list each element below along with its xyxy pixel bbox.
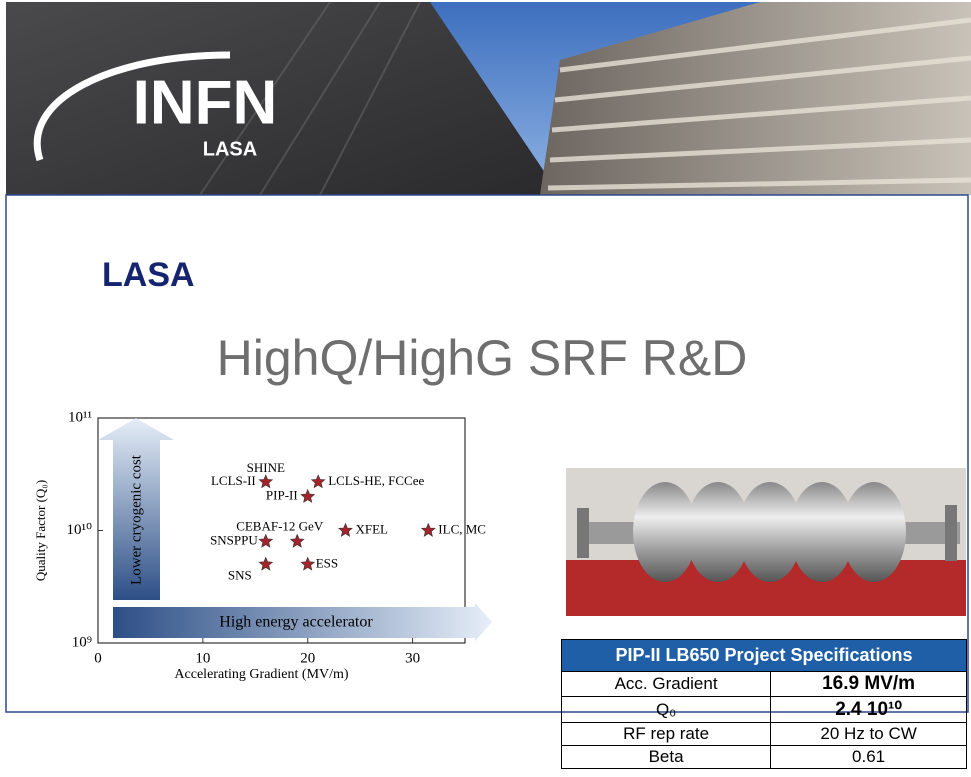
point bbox=[422, 524, 435, 537]
table-cell: 20 Hz to CW bbox=[771, 723, 967, 746]
point-label: SNSPPU bbox=[210, 532, 258, 547]
page: {"header": {"logo": "INFN", "logo_sub": … bbox=[0, 0, 971, 777]
y-tick-label: 10¹¹ bbox=[68, 409, 92, 425]
table-cell: 0.61 bbox=[771, 746, 967, 769]
cavity-photo bbox=[566, 468, 966, 616]
point-label: XFEL bbox=[355, 521, 388, 536]
slide-title: HighQ/HighG SRF R&D bbox=[217, 330, 748, 386]
x-tick-label: 30 bbox=[405, 650, 420, 666]
logo: INFN bbox=[133, 68, 278, 137]
point bbox=[259, 557, 272, 570]
annotation: SHINE bbox=[247, 460, 285, 475]
x-axis-label: Accelerating Gradient (MV/m) bbox=[174, 667, 348, 682]
point-label: PIP-II bbox=[266, 488, 298, 503]
point-label: ESS bbox=[316, 555, 338, 570]
y-tick-label: 10¹⁰ bbox=[66, 522, 92, 538]
x-tick-label: 0 bbox=[94, 650, 102, 666]
spec-table: PIP-II LB650 Project Specifications Acc.… bbox=[561, 639, 967, 769]
table-cell: Acc. Gradient bbox=[562, 672, 771, 697]
point bbox=[259, 475, 272, 488]
point bbox=[301, 490, 314, 503]
table-cell: Beta bbox=[562, 746, 771, 769]
table-title: PIP-II LB650 Project Specifications bbox=[562, 640, 967, 672]
point-label: LCLS-HE, FCCee bbox=[328, 473, 424, 488]
logo-sub: LASA bbox=[203, 138, 257, 160]
header-photo: INFN LASA bbox=[6, 2, 971, 195]
point bbox=[339, 524, 352, 537]
point-label: LCLS-II bbox=[211, 473, 256, 488]
chart: 0 10 20 30 10⁹ 10¹⁰ 10¹¹ Accelerating Gradient … bbox=[33, 409, 492, 682]
point bbox=[301, 557, 314, 570]
point bbox=[259, 534, 272, 547]
point-label: SNS bbox=[228, 567, 252, 582]
annotation: High energy accelerator bbox=[219, 614, 373, 631]
annotation: Lower cryogenic cost bbox=[128, 454, 144, 585]
point bbox=[312, 475, 325, 488]
table-cell: RF rep rate bbox=[562, 723, 771, 746]
point bbox=[291, 534, 304, 547]
table-cell: 2.4 10¹⁰ bbox=[771, 697, 967, 723]
y-axis-label: Quality Factor (Q₀) bbox=[33, 480, 48, 581]
y-tick-label: 10⁹ bbox=[72, 634, 92, 650]
table-cell: Q₀ bbox=[562, 697, 771, 723]
x-tick-label: 10 bbox=[195, 650, 210, 666]
point-label: ILC, MC bbox=[438, 521, 486, 536]
section-title: LASA bbox=[102, 256, 195, 294]
point-label: CEBAF-12 GeV bbox=[236, 518, 324, 533]
x-tick-label: 20 bbox=[300, 650, 315, 666]
table-cell: 16.9 MV/m bbox=[771, 672, 967, 697]
